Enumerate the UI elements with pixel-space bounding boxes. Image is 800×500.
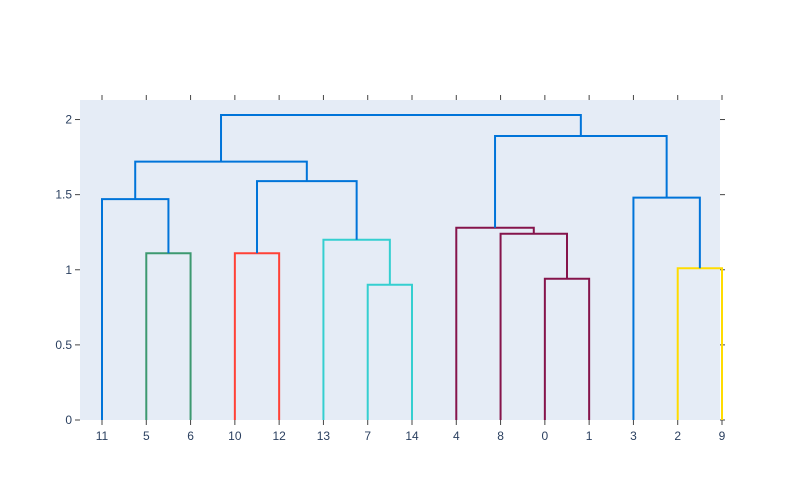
dendrogram-links xyxy=(101,114,723,420)
x-tick-label-leaf: 12 xyxy=(272,429,286,443)
x-tick-label-leaf: 3 xyxy=(630,429,637,443)
x-tick-label-leaf: 9 xyxy=(719,429,726,443)
dendrogram-link xyxy=(455,226,535,420)
x-tick-label-leaf: 4 xyxy=(453,429,460,443)
dendrogram-link xyxy=(632,196,701,420)
x-tick-label-leaf: 5 xyxy=(143,429,150,443)
x-tick-label-leaf: 14 xyxy=(405,429,419,443)
y-tick-label: 0 xyxy=(65,413,72,427)
dendrogram-link xyxy=(676,267,723,420)
x-tick-label-leaf: 11 xyxy=(96,429,109,443)
x-tick-label-leaf: 6 xyxy=(187,429,194,443)
x-axis-top-ticks xyxy=(101,95,723,425)
y-tick-label: 0.5 xyxy=(55,338,72,352)
x-tick-label-leaf: 8 xyxy=(497,429,504,443)
dendrogram-link xyxy=(101,198,170,420)
x-tick-label-leaf: 2 xyxy=(674,429,681,443)
y-tick-label: 1.5 xyxy=(55,188,72,202)
dendrogram-link xyxy=(499,232,568,420)
y-tick-label: 2 xyxy=(65,113,72,127)
x-axis-labels: 11 5 6 10 12 13 7 14 4 8 0 1 3 2 9 xyxy=(96,429,726,443)
dendrogram-link xyxy=(256,180,358,254)
x-tick-label-leaf: 1 xyxy=(586,429,593,443)
x-tick-label-leaf: 7 xyxy=(364,429,371,443)
y-tick-label: 1 xyxy=(65,263,72,277)
plot-background xyxy=(80,100,720,420)
y-axis-left: 0 0.5 1 1.5 2 xyxy=(55,113,80,427)
x-tick-label-leaf: 10 xyxy=(228,429,242,443)
x-tick-label-leaf: 13 xyxy=(317,429,331,443)
dendrogram-link xyxy=(366,283,413,420)
dendrogram-link xyxy=(220,114,582,162)
x-tick-label-leaf: 0 xyxy=(542,429,549,443)
